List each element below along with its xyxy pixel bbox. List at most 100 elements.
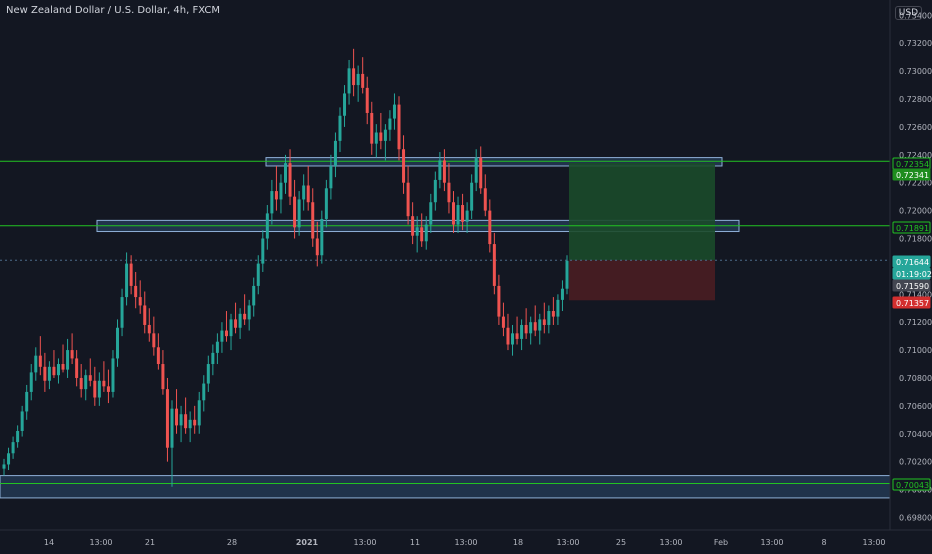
price-label: 0.70043 (892, 478, 931, 491)
price-tick-label: 0.71000 (899, 346, 932, 355)
price-tick-label: 0.71200 (899, 318, 932, 327)
price-tick-label: 0.70400 (899, 430, 932, 439)
sr-zone (0, 475, 891, 499)
candle (338, 107, 342, 153)
price-label-text: 0.71590 (896, 282, 929, 291)
sr-zone (265, 157, 723, 167)
candle-body (461, 205, 465, 222)
candle-body (34, 355, 38, 373)
price-label: 0.71644 (892, 255, 931, 268)
price-tick-label: 0.72400 (899, 151, 932, 160)
candle (474, 149, 478, 192)
candle-body (442, 160, 446, 183)
candle (175, 389, 179, 434)
candle (70, 333, 74, 365)
candle (315, 221, 319, 267)
candle-body (402, 149, 406, 183)
candle (370, 101, 374, 155)
candle-body (2, 464, 6, 469)
price-tick-label: 0.72000 (899, 207, 932, 216)
candle (288, 149, 292, 206)
price-label-text: 0.71644 (896, 258, 929, 267)
candle-body (270, 191, 274, 214)
candle (125, 252, 129, 306)
candle-body (424, 224, 428, 242)
candle (470, 174, 474, 219)
candle (488, 199, 492, 253)
candle-body (429, 202, 433, 225)
price-label-text: 0.70043 (896, 481, 929, 490)
candle (161, 350, 165, 395)
time-tick-label: 13:00 (89, 538, 112, 547)
candle (524, 308, 528, 339)
candle-body (374, 132, 378, 144)
candle (75, 350, 79, 387)
candle (306, 165, 310, 211)
candle (551, 297, 555, 325)
candle (479, 146, 483, 194)
candle-body (501, 316, 505, 328)
candle (402, 135, 406, 194)
candle (93, 366, 97, 406)
candle-body (284, 163, 287, 183)
candle-body (184, 414, 188, 429)
candle-body (247, 305, 251, 320)
candle-body (415, 227, 419, 236)
candle (256, 255, 260, 295)
candle-body (120, 297, 124, 328)
candle (102, 361, 106, 392)
candle-body (279, 182, 283, 200)
candle-body (515, 333, 519, 339)
price-label-text: 0.72354 (896, 160, 929, 169)
candle (265, 205, 269, 250)
time-tick-label: 13:00 (353, 538, 376, 547)
candle (320, 210, 324, 264)
price-tick-label: 0.72200 (899, 179, 932, 188)
candle-body (7, 453, 11, 465)
candles-layer (2, 48, 569, 487)
candle-body (388, 118, 392, 130)
candle-body (456, 205, 460, 225)
candle (379, 112, 383, 150)
candle-body (25, 391, 29, 412)
candle-body (274, 191, 278, 200)
candle-body (111, 358, 115, 392)
candle (361, 57, 365, 94)
candle-body (138, 297, 142, 306)
candle-body (16, 430, 20, 443)
candle (193, 405, 197, 434)
candle (106, 369, 110, 404)
candle-body (329, 165, 333, 189)
price-tick-label: 0.71400 (899, 290, 932, 299)
candle-body (356, 73, 360, 86)
candle-body (202, 383, 206, 401)
price-tick-label: 0.72800 (899, 95, 932, 104)
candle (501, 302, 505, 337)
candle (556, 294, 560, 325)
candle (184, 397, 188, 434)
candle (329, 154, 333, 200)
price-label: 0.71590 (892, 279, 931, 292)
candle-body (306, 185, 310, 203)
candle-body (365, 87, 369, 113)
price-label-bg (892, 279, 931, 292)
candle (392, 93, 396, 130)
candle-body (447, 182, 451, 203)
candle (438, 152, 442, 189)
candle (411, 202, 415, 245)
time-tick-label: 28 (227, 538, 237, 547)
candle (365, 76, 369, 125)
price-label-bg (892, 255, 931, 268)
time-tick-label: 13:00 (862, 538, 885, 547)
candle-body (379, 132, 383, 141)
candle (547, 305, 551, 334)
candle-body (370, 112, 374, 144)
candle-body (134, 285, 138, 298)
candle-body (352, 68, 356, 86)
currency-badge[interactable]: USD (894, 6, 922, 20)
candle-body (438, 160, 442, 180)
candle (134, 271, 138, 309)
candle-body (93, 380, 97, 398)
